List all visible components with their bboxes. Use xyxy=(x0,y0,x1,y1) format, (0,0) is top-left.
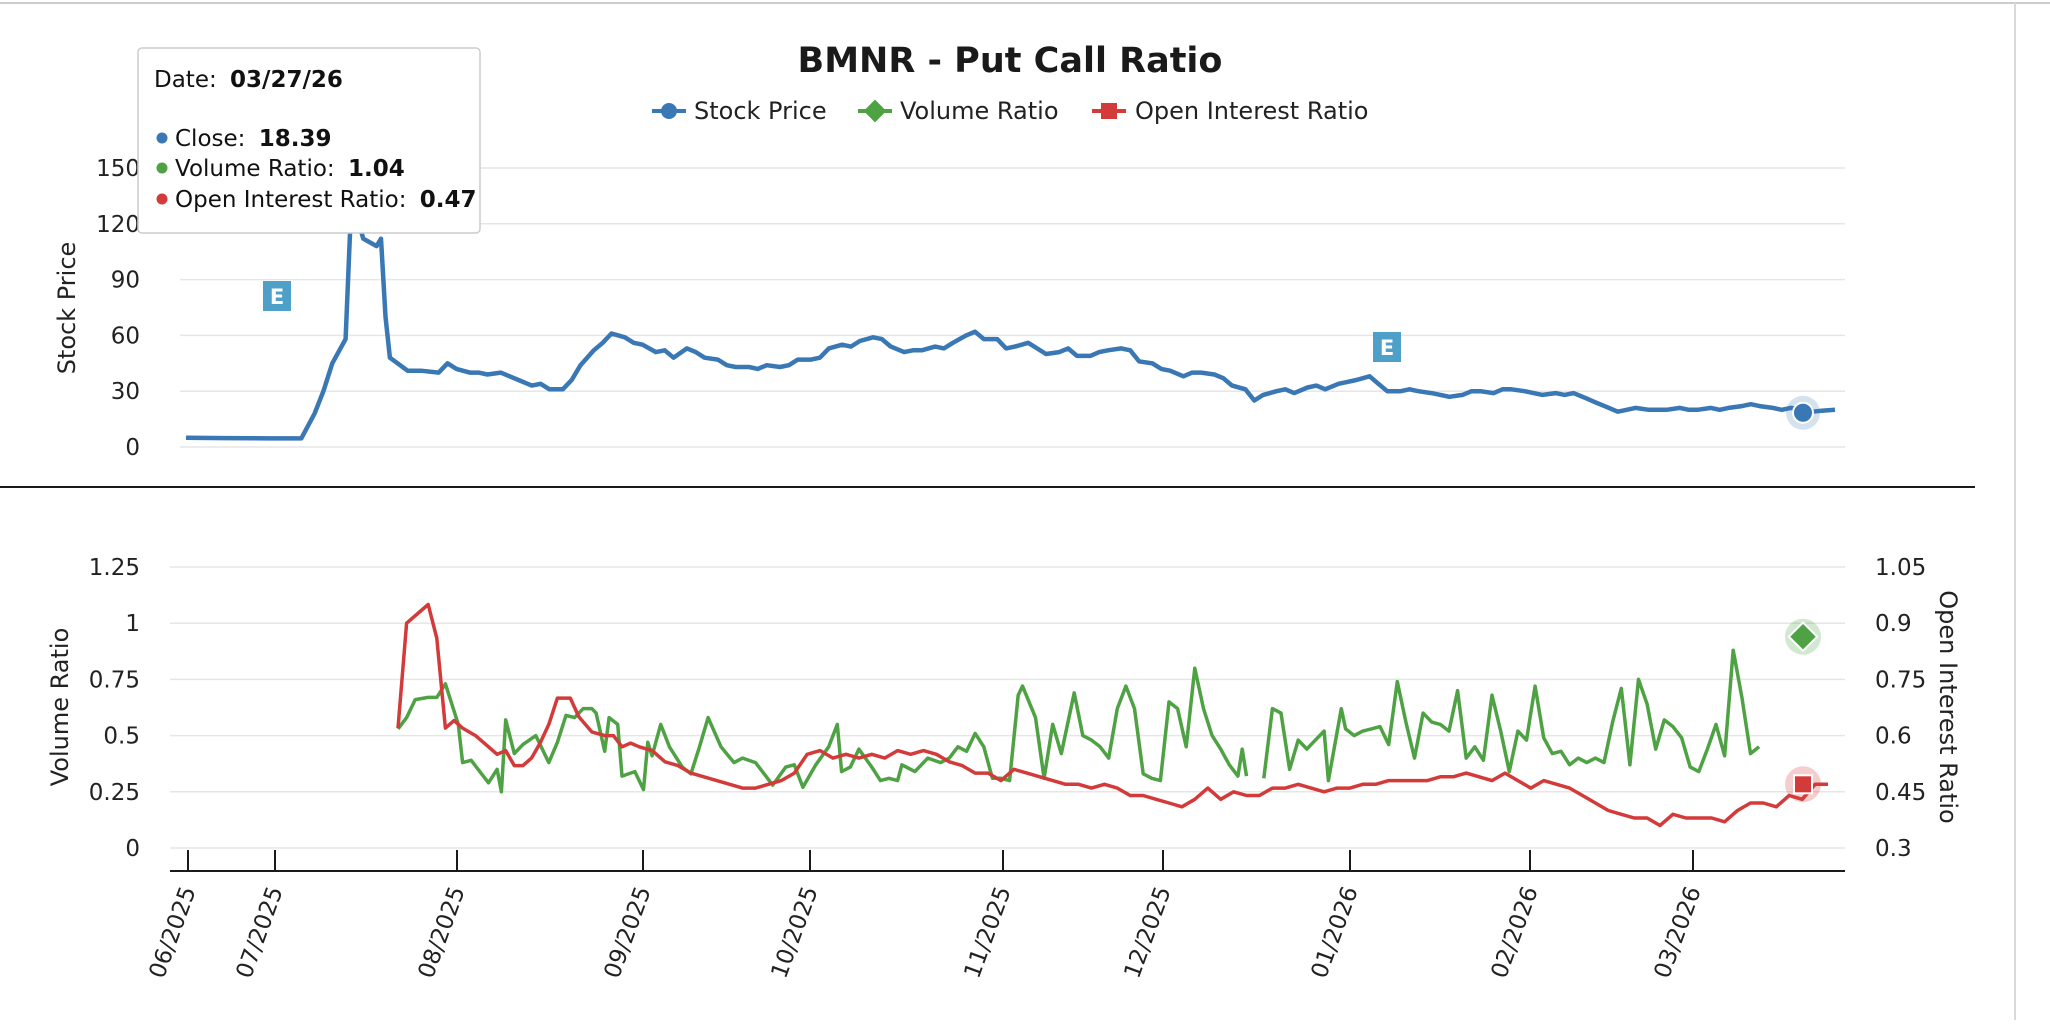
lower-pane-gridlines xyxy=(170,566,1845,849)
tooltip-volume-label: Volume Ratio: xyxy=(175,156,335,182)
x-tick-label: 02/2026 xyxy=(1487,883,1544,982)
earnings-flag[interactable]: E xyxy=(263,281,291,311)
x-tick-label: 08/2025 xyxy=(414,883,471,982)
x-axis-ticks: 06/2025 07/2025 08/2025 09/2025 10/2025 11/20… xyxy=(145,850,1707,982)
legend: Stock Price Volume Ratio Open Interest R… xyxy=(652,97,1368,125)
legend-oi-label: Open Interest Ratio xyxy=(1135,97,1368,125)
oi-hover-marker[interactable] xyxy=(1793,774,1813,795)
legend-item-open-interest-ratio[interactable]: Open Interest Ratio xyxy=(1092,97,1368,125)
tooltip-close-dot xyxy=(156,132,168,144)
upper-pane-y-ticks: 0 30 60 90 120 150 xyxy=(96,156,140,461)
stock-price-line xyxy=(185,193,1836,441)
x-tick-label: 06/2025 xyxy=(145,883,202,982)
lower-pane-series xyxy=(396,602,1828,828)
earnings-flag-label: E xyxy=(270,285,284,309)
lower-left-y-tick-label: 0.5 xyxy=(103,724,140,750)
lower-left-y-tick-label: 1.25 xyxy=(89,555,140,581)
x-tick-label: 09/2025 xyxy=(600,883,657,982)
upper-y-tick-label: 30 xyxy=(111,379,140,405)
lower-right-y-tick-label: 1.05 xyxy=(1875,555,1926,581)
stock-hover-marker[interactable] xyxy=(1792,401,1814,424)
upper-pane-series xyxy=(185,193,1836,441)
tooltip-date-label: Date: xyxy=(154,67,217,93)
tooltip-oi-label: Open Interest Ratio: xyxy=(175,187,406,213)
tooltip-oi-value: 0.47 xyxy=(420,187,477,213)
tooltip-close-label: Close: xyxy=(175,126,245,152)
lower-pane-left-y-ticks: 0 0.25 0.5 0.75 1 1.25 xyxy=(89,555,140,862)
tooltip-close-value: 18.39 xyxy=(259,126,332,152)
upper-y-tick-label: 0 xyxy=(125,435,140,461)
chart-title: BMNR - Put Call Ratio xyxy=(798,41,1223,81)
legend-item-volume-ratio[interactable]: Volume Ratio xyxy=(858,97,1059,125)
upper-y-tick-label: 120 xyxy=(96,212,140,238)
lower-left-y-tick-label: 0.25 xyxy=(89,780,140,806)
legend-oi-marker xyxy=(1101,103,1117,119)
upper-pane-y-axis-title: Stock Price xyxy=(53,242,81,375)
lower-right-y-tick-label: 0.75 xyxy=(1875,667,1926,693)
lower-left-y-tick-label: 0 xyxy=(125,836,140,862)
legend-volume-label: Volume Ratio xyxy=(900,97,1059,125)
x-tick-label: 10/2025 xyxy=(767,883,824,982)
legend-volume-marker xyxy=(863,99,887,123)
earnings-flag[interactable]: E xyxy=(1373,332,1401,362)
x-tick-label: 12/2025 xyxy=(1120,883,1177,982)
legend-stock-marker xyxy=(661,103,677,119)
x-tick-label: 01/2026 xyxy=(1307,883,1364,982)
tooltip: Date: 03/27/26 Close: 18.39 Volume Ratio… xyxy=(137,47,481,234)
volume-ratio-line xyxy=(1262,648,1761,783)
lower-pane-right-y-axis-title: Open Interest Ratio xyxy=(1934,590,1962,823)
tooltip-volume: Volume Ratio: 1.04 xyxy=(175,156,405,182)
earnings-flag-box xyxy=(1373,332,1401,362)
legend-item-stock-price[interactable]: Stock Price xyxy=(652,97,827,125)
lower-pane-right-y-ticks: 0.3 0.45 0.6 0.75 0.9 1.05 xyxy=(1875,555,1926,862)
lower-right-y-tick-label: 0.6 xyxy=(1875,724,1912,750)
volume-hover-marker[interactable] xyxy=(1787,621,1819,653)
upper-y-tick-label: 90 xyxy=(111,268,140,294)
tooltip-close: Close: 18.39 xyxy=(175,126,331,152)
open-interest-ratio-line xyxy=(396,602,1828,828)
x-tick-label: 11/2025 xyxy=(960,883,1017,982)
tooltip-oi: Open Interest Ratio: 0.47 xyxy=(175,187,477,213)
lower-right-y-tick-label: 0.3 xyxy=(1875,836,1912,862)
earnings-flag-box xyxy=(263,281,291,311)
lower-right-y-tick-label: 0.45 xyxy=(1875,780,1926,806)
x-tick-label: 07/2025 xyxy=(232,883,289,982)
earnings-flag-label: E xyxy=(1380,336,1394,360)
lower-left-y-tick-label: 0.75 xyxy=(89,667,140,693)
lower-left-y-tick-label: 1 xyxy=(125,611,140,637)
lower-pane-left-y-axis-title: Volume Ratio xyxy=(46,628,74,787)
upper-y-tick-label: 150 xyxy=(96,156,140,182)
x-tick-label: 03/2026 xyxy=(1650,883,1707,982)
event-flags: EE xyxy=(263,281,1401,362)
tooltip-box xyxy=(137,47,481,234)
tooltip-date: Date: 03/27/26 xyxy=(154,67,343,93)
volume-ratio-line xyxy=(396,666,1249,794)
tooltip-oi-dot xyxy=(156,193,168,205)
tooltip-volume-dot xyxy=(156,162,168,174)
tooltip-date-value: 03/27/26 xyxy=(230,67,343,93)
tooltip-volume-value: 1.04 xyxy=(348,156,405,182)
upper-y-tick-label: 60 xyxy=(111,323,140,349)
legend-stock-label: Stock Price xyxy=(694,97,827,125)
lower-right-y-tick-label: 0.9 xyxy=(1875,611,1912,637)
